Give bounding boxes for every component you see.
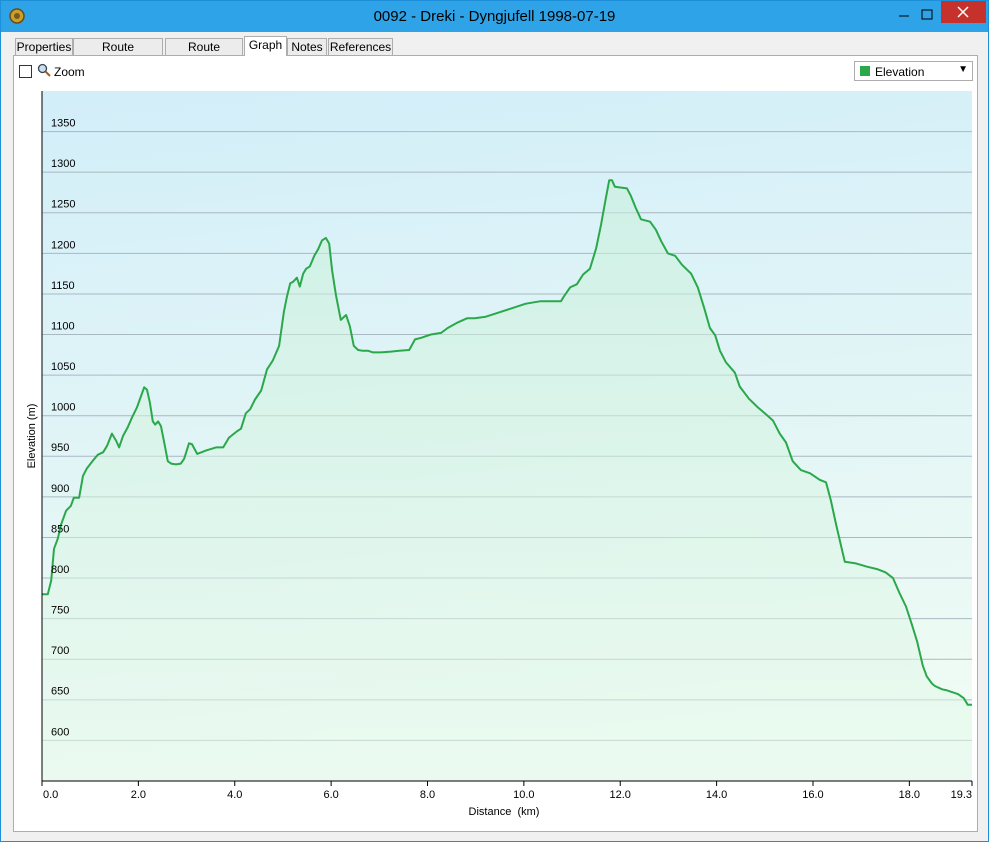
x-tick-label: 19.3 <box>951 789 972 801</box>
y-tick-label: 650 <box>51 686 69 698</box>
series-dropdown[interactable]: Elevation ▼ <box>854 61 973 81</box>
y-tick-label: 950 <box>51 442 69 454</box>
y-tick-label: 700 <box>51 645 69 657</box>
maximize-button[interactable] <box>921 9 933 20</box>
dropdown-arrow: ▼ <box>958 64 968 75</box>
x-tick-label: 0.0 <box>43 789 58 801</box>
zoom-label: Zoom <box>54 65 85 79</box>
legend-label: Elevation <box>875 65 925 79</box>
y-tick-label: 1150 <box>51 280 75 292</box>
x-tick-label: 18.0 <box>899 789 920 801</box>
y-tick-label: 1200 <box>51 239 75 251</box>
title-decor <box>9 1 986 24</box>
zoom-checkbox[interactable] <box>19 65 32 78</box>
y-tick-label: 800 <box>51 564 69 576</box>
x-tick-label: 10.0 <box>513 789 534 801</box>
zoom-icon <box>37 63 51 77</box>
y-tick-label: 1350 <box>51 117 75 129</box>
y-tick-label: 1100 <box>51 320 75 332</box>
legend-swatch <box>860 66 870 76</box>
area-fill <box>42 180 972 782</box>
x-tick-label: 16.0 <box>802 789 823 801</box>
x-tick-label: 2.0 <box>131 789 146 801</box>
window-title: 0092 - Dreki - Dyngjufell 1998-07-19 <box>373 8 616 25</box>
x-tick-label: 12.0 <box>610 789 631 801</box>
y-tick-label: 850 <box>51 523 69 535</box>
line <box>42 179 972 706</box>
y-axis-title: Elevation (m) <box>26 404 38 469</box>
x-tick-label: 8.0 <box>420 789 435 801</box>
y-tick-label: 1050 <box>51 361 75 373</box>
tab[interactable]: Notes <box>287 38 327 55</box>
tab[interactable]: Graph <box>244 36 287 56</box>
x-tick-label: 4.0 <box>227 789 242 801</box>
tab[interactable]: References <box>328 38 393 55</box>
y-tick-label: 600 <box>51 726 69 738</box>
tab[interactable]: Properties <box>15 38 73 55</box>
y-tick-label: 750 <box>51 605 69 617</box>
y-tick-label: 1250 <box>51 199 75 211</box>
y-tick-label: 900 <box>51 483 69 495</box>
y-tick-label: 1300 <box>51 158 75 170</box>
close-icon <box>957 6 969 18</box>
y-tick-label: 1000 <box>51 402 75 414</box>
x-tick-label: 6.0 <box>323 789 338 801</box>
app-icon-center <box>14 13 20 19</box>
x-axis-title: Distance (km) <box>469 806 540 818</box>
title-bar: 0092 - Dreki - Dyngjufell 1998-07-19 <box>1 1 988 32</box>
x-tick-label: 14.0 <box>706 789 727 801</box>
